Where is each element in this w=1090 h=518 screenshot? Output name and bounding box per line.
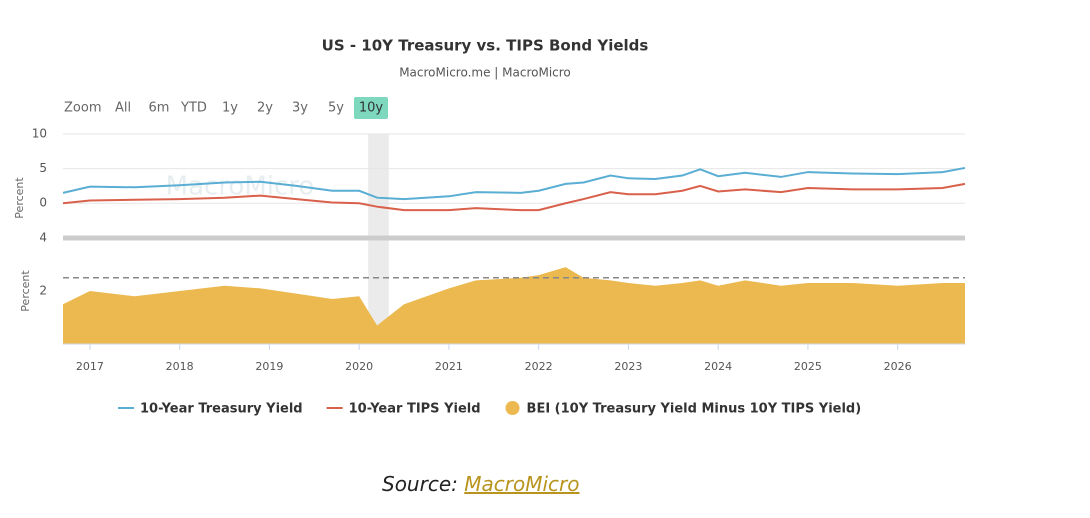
range-button-bg bbox=[354, 97, 388, 119]
legend-label[interactable]: 10-Year Treasury Yield bbox=[140, 402, 303, 417]
x-tick-label: 2019 bbox=[255, 360, 283, 373]
x-tick-label: 2024 bbox=[704, 360, 732, 373]
zoom-label: Zoom bbox=[64, 101, 101, 116]
legend-swatch bbox=[505, 401, 520, 415]
y-tick-label: 2 bbox=[39, 284, 47, 298]
y-tick-label: 10 bbox=[32, 127, 47, 141]
range-button[interactable]: 6m bbox=[149, 101, 170, 116]
range-button[interactable]: 3y bbox=[292, 101, 308, 116]
x-tick-label: 2021 bbox=[435, 360, 463, 373]
line bbox=[62, 182, 966, 212]
x-tick-label: 2017 bbox=[76, 360, 104, 373]
highlight-band bbox=[368, 238, 389, 344]
chart-title: US - 10Y Treasury vs. TIPS Bond Yields bbox=[322, 37, 649, 55]
source-label-text: Source: bbox=[382, 472, 458, 496]
y-axis-title: Percent bbox=[13, 177, 26, 219]
chart-subtitle: MacroMicro.me | MacroMicro bbox=[399, 66, 571, 80]
x-tick-label: 2018 bbox=[166, 360, 194, 373]
x-tick-label: 2025 bbox=[794, 360, 822, 373]
y-axis-title: Percent bbox=[19, 270, 32, 312]
legend-label[interactable]: 10-Year TIPS Yield bbox=[349, 402, 481, 417]
range-button[interactable]: 5y bbox=[328, 101, 344, 116]
y-tick-label: 5 bbox=[39, 161, 47, 175]
line bbox=[62, 166, 966, 201]
range-button[interactable]: 2y bbox=[257, 101, 273, 116]
area bbox=[63, 267, 965, 344]
source-label: Source: MacroMicro bbox=[382, 472, 579, 496]
y-tick-label: 0 bbox=[39, 196, 47, 210]
source-link[interactable]: MacroMicro bbox=[464, 472, 579, 496]
x-tick-label: 2026 bbox=[884, 360, 912, 373]
range-button[interactable]: All bbox=[115, 101, 131, 116]
legend-label[interactable]: BEI (10Y Treasury Yield Minus 10Y TIPS Y… bbox=[527, 402, 862, 417]
x-tick-label: 2023 bbox=[614, 360, 642, 373]
y-tick-label: 4 bbox=[39, 231, 47, 245]
range-button[interactable]: YTD bbox=[180, 101, 207, 116]
x-tick-label: 2020 bbox=[345, 360, 373, 373]
x-tick-label: 2022 bbox=[525, 360, 553, 373]
range-button[interactable]: 1y bbox=[222, 101, 238, 116]
highlight-band bbox=[368, 134, 389, 238]
range-button[interactable]: 10y bbox=[359, 101, 384, 116]
